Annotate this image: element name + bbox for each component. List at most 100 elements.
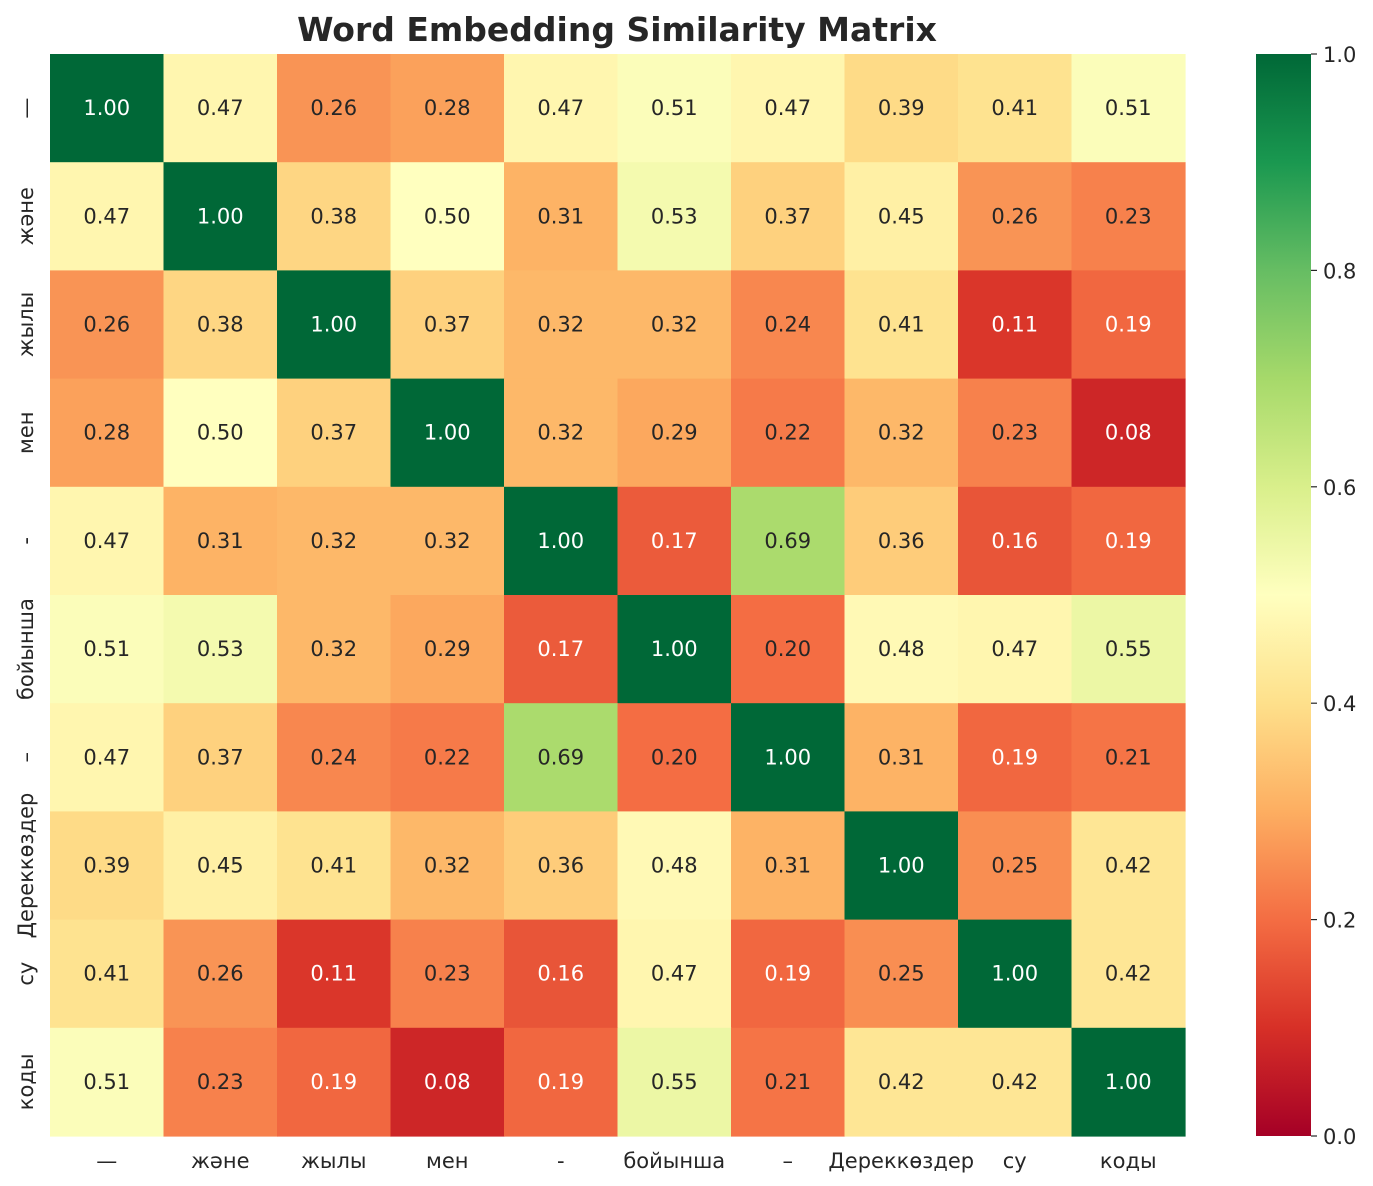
cell-value-label: 0.42 — [991, 1070, 1038, 1094]
heatmap-cell — [277, 811, 392, 921]
heatmap-cell — [163, 703, 278, 812]
heatmap-cell — [958, 1027, 1073, 1137]
cell-value-label: 0.17 — [537, 637, 584, 661]
cell-value-label: 0.19 — [537, 1070, 584, 1094]
heatmap-cell — [617, 486, 732, 596]
x-tick-label: бойынша — [623, 1149, 725, 1173]
cell-value-label: 0.31 — [878, 745, 925, 769]
cell-value-label: 0.32 — [537, 421, 584, 445]
heatmap-cell — [163, 919, 278, 1029]
colorbar-tick-label: 1.0 — [1323, 43, 1356, 67]
heatmap-cell — [844, 703, 959, 812]
heatmap-cell — [390, 54, 505, 163]
cell-value-label: 0.38 — [197, 313, 244, 337]
cell-value-label: 0.31 — [197, 529, 244, 553]
heatmap-cell — [731, 1027, 846, 1137]
heatmap-cell — [50, 378, 165, 488]
x-tick-label: мен — [426, 1149, 469, 1173]
cell-value-label: 0.19 — [991, 745, 1038, 769]
cell-value-label: 0.08 — [1105, 421, 1152, 445]
cell-value-label: 0.29 — [651, 421, 698, 445]
cell-value-label: 0.26 — [310, 96, 357, 120]
heatmap-cell — [504, 378, 619, 488]
heatmap-cell — [277, 703, 392, 812]
heatmap-cell — [277, 378, 392, 488]
heatmap-cell — [50, 703, 165, 812]
heatmap-cell — [958, 919, 1073, 1029]
heatmap-cell — [844, 270, 959, 380]
cell-value-label: 0.29 — [424, 637, 471, 661]
x-tick-label: – — [783, 1149, 794, 1173]
cell-value-label: 0.26 — [83, 313, 130, 337]
cell-value-label: 0.16 — [991, 529, 1038, 553]
cell-value-label: 0.32 — [310, 637, 357, 661]
chart-title: Word Embedding Similarity Matrix — [297, 10, 937, 49]
heatmap-cell — [390, 595, 505, 704]
heatmap-cell — [163, 1027, 278, 1137]
x-tick-label: су — [1003, 1149, 1027, 1173]
cell-value-label: 0.21 — [1105, 745, 1152, 769]
cell-value-label: 0.51 — [83, 1070, 130, 1094]
cell-value-label: 0.20 — [651, 745, 698, 769]
heatmap-cell — [844, 811, 959, 921]
heatmap-cell — [958, 378, 1073, 488]
heatmap-cell — [617, 703, 732, 812]
heatmap-cell — [617, 1027, 732, 1137]
cell-value-label: 1.00 — [197, 204, 244, 228]
heatmap-cell — [958, 811, 1073, 921]
cell-value-label: 0.47 — [764, 96, 811, 120]
heatmap-cell — [958, 595, 1073, 704]
heatmap-cell — [844, 595, 959, 704]
cell-value-label: 1.00 — [424, 421, 471, 445]
heatmap-cell — [844, 378, 959, 488]
heatmap-cell — [50, 1027, 165, 1137]
cell-value-label: 0.32 — [537, 313, 584, 337]
heatmap-cell — [617, 811, 732, 921]
y-tick-label: бойынша — [14, 598, 38, 700]
heatmap-cell — [1071, 378, 1186, 488]
cell-value-label: 0.23 — [424, 962, 471, 986]
heatmap-cell — [163, 54, 278, 163]
heatmap-cell — [1071, 919, 1186, 1029]
heatmap-cell — [390, 270, 505, 380]
cell-value-label: 0.08 — [424, 1070, 471, 1094]
cell-value-label: 0.19 — [1105, 529, 1152, 553]
cell-value-label: 0.37 — [310, 421, 357, 445]
heatmap-cell — [1071, 54, 1186, 163]
y-tick-label: — — [14, 98, 38, 119]
cell-value-label: 0.32 — [424, 854, 471, 878]
cell-value-label: 0.32 — [651, 313, 698, 337]
y-tick-label: су — [14, 962, 38, 986]
cell-value-label: 0.39 — [83, 854, 130, 878]
cell-value-label: 0.48 — [651, 854, 698, 878]
heatmap-cell — [844, 919, 959, 1029]
heatmap-cell — [617, 919, 732, 1029]
heatmap-cell — [163, 270, 278, 380]
heatmap-cell — [504, 919, 619, 1029]
cell-value-label: 0.25 — [878, 962, 925, 986]
x-tick-label: және — [191, 1149, 250, 1173]
heatmap-cell — [731, 162, 846, 271]
cell-value-label: 0.47 — [651, 962, 698, 986]
cell-value-label: 0.24 — [764, 313, 811, 337]
heatmap-cell — [844, 486, 959, 596]
heatmap-cell — [1071, 703, 1186, 812]
cell-value-label: 0.55 — [651, 1070, 698, 1094]
heatmap-cell — [958, 703, 1073, 812]
heatmap-cell — [390, 162, 505, 271]
cell-value-label: 0.36 — [878, 529, 925, 553]
heatmap-cell — [731, 378, 846, 488]
y-tick-label: - — [14, 537, 38, 545]
heatmap-cell — [277, 1027, 392, 1137]
heatmap-cell — [504, 703, 619, 812]
heatmap-cell — [1071, 486, 1186, 596]
y-tick-label: және — [14, 187, 38, 246]
heatmap-cell — [731, 486, 846, 596]
heatmap-cell — [504, 162, 619, 271]
heatmap-cell — [390, 919, 505, 1029]
cell-value-label: 0.37 — [424, 313, 471, 337]
cell-value-label: 1.00 — [310, 313, 357, 337]
cell-value-label: 0.20 — [764, 637, 811, 661]
cell-value-label: 0.26 — [197, 962, 244, 986]
heatmap-cell — [163, 486, 278, 596]
